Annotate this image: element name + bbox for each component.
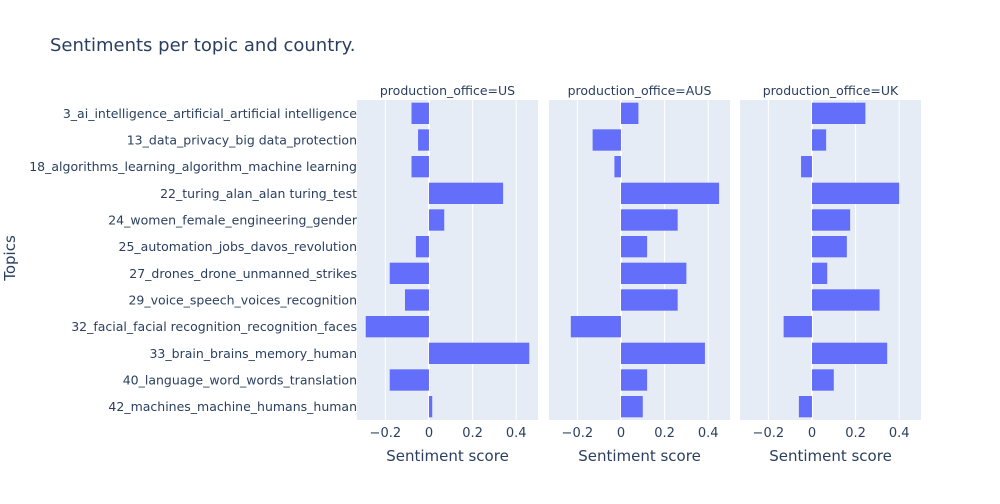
bar[interactable] bbox=[811, 289, 880, 311]
bar[interactable] bbox=[811, 369, 834, 391]
facet-panel: production_office=AUS −0.2 0 0.2 0.4 Sentimen… bbox=[549, 83, 730, 465]
bar[interactable] bbox=[428, 182, 504, 204]
bar[interactable] bbox=[811, 182, 900, 204]
x-tick-label: 0.4 bbox=[889, 426, 910, 441]
bar[interactable] bbox=[811, 129, 827, 151]
bar[interactable] bbox=[404, 289, 429, 311]
bar[interactable] bbox=[811, 262, 828, 284]
bar[interactable] bbox=[411, 102, 429, 124]
y-axis-title: Topics bbox=[1, 235, 19, 282]
y-tick-label: 24_women_female_engineering_gender bbox=[108, 213, 358, 228]
x-tick-label: 0 bbox=[808, 426, 816, 441]
x-tick-label: −0.2 bbox=[753, 426, 785, 441]
x-tick-label: 0.2 bbox=[654, 426, 675, 441]
y-tick-label: 22_turing_alan_alan turing_test bbox=[160, 186, 357, 201]
bar[interactable] bbox=[365, 316, 429, 338]
category-labels: 3_ai_intelligence_artificial_artificial … bbox=[29, 106, 358, 414]
x-tick-label: 0.4 bbox=[698, 426, 719, 441]
x-axis-title: Sentiment score bbox=[769, 447, 892, 465]
y-tick-label: 25_automation_jobs_davos_revolution bbox=[119, 239, 357, 254]
bar[interactable] bbox=[411, 156, 429, 178]
bar[interactable] bbox=[570, 316, 621, 338]
bar[interactable] bbox=[614, 156, 621, 178]
y-tick-label: 29_voice_speech_voices_recognition bbox=[128, 293, 357, 308]
x-tick-label: −0.2 bbox=[562, 426, 594, 441]
bar[interactable] bbox=[620, 182, 720, 204]
facet-panel: production_office=UK −0.2 0 0.2 0.4 Sentiment… bbox=[740, 83, 921, 465]
bar[interactable] bbox=[415, 236, 429, 258]
bar[interactable] bbox=[428, 209, 445, 231]
bar[interactable] bbox=[620, 236, 648, 258]
facet-panels: production_office=US −0.2 0 0.2 0.4 Sentiment… bbox=[357, 83, 921, 465]
plot-background bbox=[740, 100, 921, 420]
x-axis-title: Sentiment score bbox=[386, 447, 509, 465]
y-tick-label: 3_ai_intelligence_artificial_artificial … bbox=[63, 106, 357, 121]
bar[interactable] bbox=[620, 342, 705, 364]
plot-background bbox=[357, 100, 538, 420]
bar[interactable] bbox=[620, 369, 648, 391]
bar[interactable] bbox=[389, 262, 429, 284]
plot-background bbox=[549, 100, 730, 420]
bar[interactable] bbox=[620, 102, 639, 124]
x-tick-label: 0 bbox=[425, 426, 433, 441]
y-tick-label: 13_data_privacy_big data_protection bbox=[127, 133, 357, 148]
y-tick-label: 32_facial_facial recognition_recognition… bbox=[71, 319, 357, 334]
y-tick-label: 40_language_word_words_translation bbox=[123, 373, 357, 388]
y-tick-label: 18_algorithms_learning_algorithm_machine… bbox=[29, 159, 357, 174]
chart-title: Sentiments per topic and country. bbox=[50, 35, 355, 56]
bar[interactable] bbox=[620, 396, 643, 418]
bar[interactable] bbox=[811, 102, 866, 124]
y-tick-label: 33_brain_brains_memory_human bbox=[149, 346, 357, 361]
bar[interactable] bbox=[811, 236, 847, 258]
bar[interactable] bbox=[389, 369, 429, 391]
bar[interactable] bbox=[592, 129, 621, 151]
bar[interactable] bbox=[620, 262, 687, 284]
facet-header: production_office=UK bbox=[763, 83, 899, 98]
bar[interactable] bbox=[428, 396, 433, 418]
facet-header: production_office=US bbox=[380, 83, 515, 98]
bar[interactable] bbox=[620, 289, 678, 311]
x-tick-label: 0 bbox=[617, 426, 625, 441]
bar[interactable] bbox=[428, 342, 530, 364]
bar[interactable] bbox=[811, 342, 888, 364]
bar[interactable] bbox=[811, 209, 851, 231]
facet-header: production_office=AUS bbox=[568, 83, 712, 98]
x-axis-title: Sentiment score bbox=[578, 447, 701, 465]
bar[interactable] bbox=[783, 316, 812, 338]
x-tick-label: 0.2 bbox=[462, 426, 483, 441]
bar[interactable] bbox=[620, 209, 678, 231]
x-tick-label: −0.2 bbox=[370, 426, 402, 441]
y-tick-label: 42_machines_machine_humans_human bbox=[108, 399, 357, 414]
bar[interactable] bbox=[801, 156, 812, 178]
x-tick-label: 0.2 bbox=[845, 426, 866, 441]
y-tick-label: 27_drones_drone_unmanned_strikes bbox=[129, 266, 357, 281]
facet-panel: production_office=US −0.2 0 0.2 0.4 Sentiment… bbox=[357, 83, 538, 465]
bar[interactable] bbox=[798, 396, 812, 418]
bar[interactable] bbox=[418, 129, 429, 151]
x-tick-label: 0.4 bbox=[506, 426, 527, 441]
